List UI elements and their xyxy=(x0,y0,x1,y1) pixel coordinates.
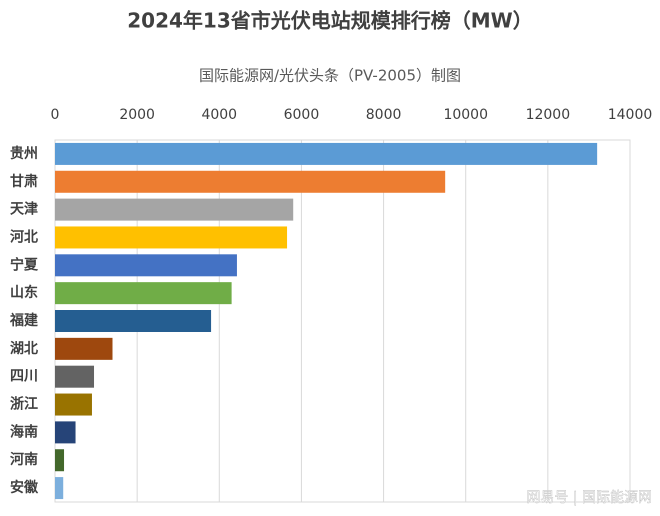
x-tick-label: 14000 xyxy=(608,107,653,123)
bar xyxy=(55,170,446,193)
y-tick-label: 宁夏 xyxy=(10,256,39,273)
y-tick-label: 海南 xyxy=(10,423,38,440)
bar xyxy=(55,449,65,472)
y-tick-label: 四川 xyxy=(10,369,38,385)
bar xyxy=(55,365,95,388)
bar xyxy=(55,142,598,165)
chart-subtitle: 国际能源网/光伏头条（PV-2005）制图 xyxy=(199,67,461,85)
x-tick-label: 6000 xyxy=(284,107,320,123)
y-tick-label: 贵州 xyxy=(10,145,38,162)
watermark: 网易号 | 国际能源网 xyxy=(526,490,652,506)
x-tick-label: 0 xyxy=(51,107,60,123)
y-tick-label: 甘肃 xyxy=(10,173,38,190)
y-tick-label: 浙江 xyxy=(10,396,38,413)
y-tick-label: 河南 xyxy=(10,451,38,468)
y-tick-label: 天津 xyxy=(10,201,38,218)
x-tick-label: 2000 xyxy=(119,107,155,123)
bar xyxy=(55,226,288,249)
x-tick-label: 10000 xyxy=(443,107,488,123)
x-tick-label: 8000 xyxy=(366,107,402,123)
bar xyxy=(55,310,212,332)
y-tick-label: 福建 xyxy=(9,312,38,329)
bar xyxy=(55,282,232,305)
y-tick-label: 湖北 xyxy=(10,341,38,357)
x-tick-label: 4000 xyxy=(201,107,237,123)
chart-title: 2024年13省市光伏电站规模排行榜（MW） xyxy=(127,9,532,33)
y-tick-label: 河北 xyxy=(10,228,38,245)
y-tick-label: 安徽 xyxy=(10,479,39,496)
bar xyxy=(55,421,76,444)
bar xyxy=(55,198,294,221)
bar xyxy=(55,393,92,416)
x-tick-label: 12000 xyxy=(526,107,571,123)
bar xyxy=(55,337,113,360)
y-tick-label: 山东 xyxy=(10,284,38,301)
bar xyxy=(55,477,64,500)
bar xyxy=(55,254,237,277)
